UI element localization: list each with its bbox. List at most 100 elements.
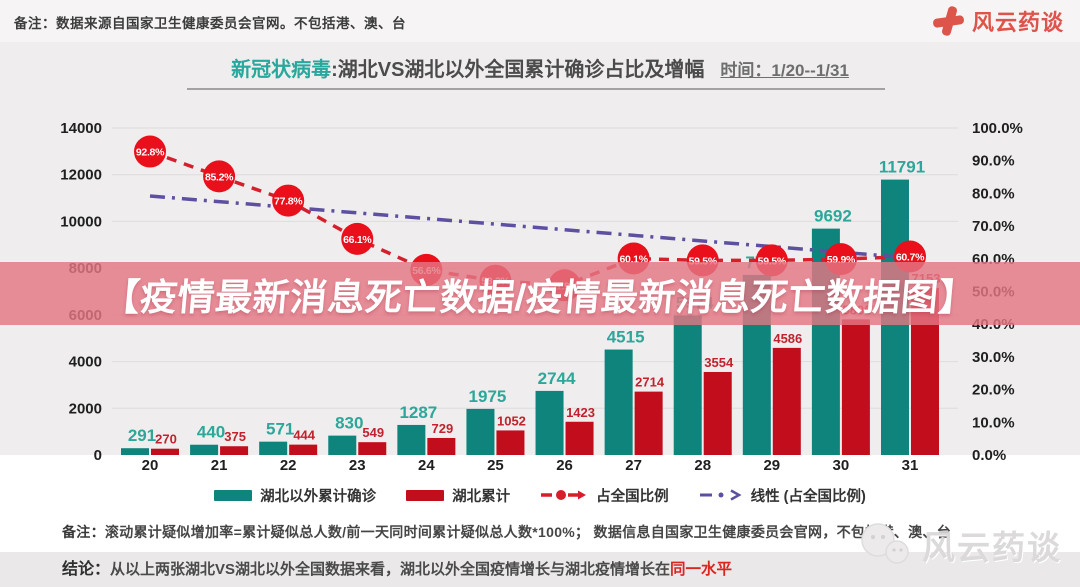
bar-label-hubei: 4586 [773,331,802,346]
bar-label-outside-hubei: 11791 [879,158,925,177]
x-tick: 30 [833,457,850,474]
bar-label-outside-hubei: 2744 [538,369,576,388]
trend-line [149,194,911,260]
y-right-tick: 70.0% [972,218,1015,235]
x-tick: 23 [349,457,366,474]
conclusion-line: 结论：从以上两张湖北VS湖北以外全国数据来看，湖北以外全国疫情增长与湖北疫情增长… [62,552,732,587]
pct-badge [203,160,236,193]
bar-label-hubei: 1423 [566,405,595,420]
red-dashed-line-icon [541,490,587,500]
bar-label-outside-hubei: 9692 [814,207,852,226]
bar-outside-hubei [673,315,702,455]
brand-name: 风云药谈 [971,10,1064,35]
chart-legend: 湖北以外累计确诊 湖北累计 占全国比例 线性 (占全国比例) [0,484,1080,506]
watermark-text: 风云药谈 [922,529,1062,566]
pct-badge [272,184,305,217]
bar-label-hubei: 729 [432,421,454,436]
footer-note-prefix: 备注： [62,524,105,540]
y-left-tick: 12000 [60,167,102,184]
footer-note: 备注：滚动累计疑似增加率=累计疑似总人数/前一天同时间累计疑似总人数*100%；… [62,522,951,542]
x-tick: 20 [142,457,159,474]
source-note: 备注：数据来源自国家卫生健康委员会官网。不包括港、澳、台 [14,16,406,31]
conclusion-body: 从以上两张湖北VS湖北以外全国数据来看，湖北以外全国疫情增长与湖北疫情增长在 [110,561,671,578]
x-tick: 24 [418,457,435,474]
x-tick: 25 [487,457,504,474]
x-tick: 21 [211,457,228,474]
bar-hubei [565,421,594,455]
y-left-tick: 2000 [69,400,102,417]
pct-badge-label: 66.1% [343,234,372,246]
chart-title: 新冠状病毒:湖北VS湖北以外全国累计确诊占比及增幅 时间：1/20--1/31 [0,53,1080,82]
purple-dashdot-line-icon [699,489,742,501]
bar-hubei [841,319,870,455]
legend-label: 湖北累计 [452,488,511,505]
x-tick: 29 [763,457,780,474]
x-tick: 22 [280,457,297,474]
y-left-tick: 4000 [69,354,102,371]
overlay-banner: 【疫情最新消息死亡数据/疫情最新消息死亡数据图】 [0,262,1080,325]
x-tick: 31 [902,457,919,474]
pct-badge [341,222,374,255]
bar-label-outside-hubei: 440 [197,423,225,442]
y-left-tick: 10000 [60,213,102,230]
y-right-tick: 20.0% [972,382,1015,399]
medical-cross-icon [932,5,965,37]
chart-title-highlight: 新冠状病毒 [231,59,332,81]
chart-title-time-range: 时间：1/20--1/31 [720,61,849,80]
conclusion-highlight: 同一水平 [670,561,733,578]
legend-label: 湖北以外累计确诊 [260,488,377,505]
bar-outside-hubei [535,390,564,455]
bar-label-hubei: 270 [155,432,177,447]
bar-outside-hubei [190,444,219,455]
bar-label-hubei: 549 [362,425,384,440]
bar-outside-hubei [259,441,288,455]
bar-hubei [427,437,456,455]
legend-item-national-share: 占全国比例 [540,485,669,506]
bar-label-outside-hubei: 1975 [469,387,507,406]
legend-label: 占全国比例 [596,488,669,505]
pct-badge-label: 60.7% [896,252,925,264]
bar-label-hubei: 3554 [704,355,734,370]
lower-band [0,455,1080,552]
bar-hubei [634,391,663,455]
bar-hubei [358,442,387,455]
legend-label: 线性 (占全国比例) [750,488,866,505]
bar-hubei [289,444,318,455]
red-bar-swatch-icon [406,489,445,501]
watermark: 风云药谈 [856,520,1062,570]
x-tick: 28 [694,457,711,474]
title-underline [187,88,885,90]
bar-hubei [151,448,179,455]
teal-bar-swatch-icon [214,489,253,501]
bar-hubei [496,430,525,455]
y-left-tick: 0 [94,447,102,464]
bar-outside-hubei [466,408,495,455]
bar-hubei [703,371,732,455]
brand-logo: 风云药谈 [932,5,1064,37]
y-right-tick: 10.0% [972,414,1015,431]
pct-badge-label: 85.2% [205,171,234,183]
y-right-tick: 100.0% [972,120,1023,137]
legend-item-trendline: 线性 (占全国比例) [699,485,866,506]
bar-label-outside-hubei: 1287 [399,403,437,422]
bar-label-hubei: 2714 [635,375,665,390]
pct-badge [134,135,166,168]
y-left-tick: 14000 [60,120,102,137]
chart-title-main: :湖北VS湖北以外全国累计确诊占比及增幅 [331,59,705,81]
x-tick: 26 [556,457,573,474]
top-strip: 备注：数据来源自国家卫生健康委员会官网。不包括港、澳、台 风云药谈 [0,0,1080,42]
bar-hubei [772,347,801,455]
bar-hubei [220,446,249,455]
bar-outside-hubei [328,435,357,455]
pct-badge-label: 92.8% [136,147,165,159]
y-right-tick: 0.0% [972,447,1006,464]
legend-item-outside-hubei: 湖北以外累计确诊 [214,485,376,506]
bar-outside-hubei [604,349,633,455]
overlay-banner-text: 【疫情最新消息死亡数据/疫情最新消息死亡数据图】 [101,276,979,318]
bar-label-outside-hubei: 830 [335,414,363,433]
x-tick: 27 [625,457,642,474]
footer-note-body: 滚动累计疑似增加率=累计疑似总人数/前一天同时间累计疑似总人数*100%； 数据… [104,524,952,540]
bar-label-hubei: 444 [293,428,315,443]
wechat-icon [861,523,909,564]
